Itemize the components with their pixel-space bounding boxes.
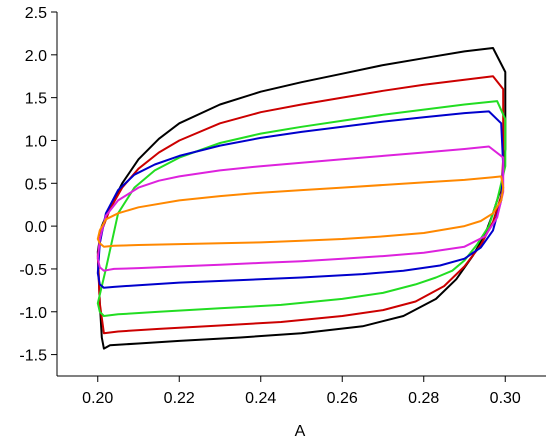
y-tick-label: -1.5 [19, 348, 47, 365]
x-ticks: 0.20 0.22 0.24 0.26 0.28 0.30 [82, 376, 521, 407]
series-line-6 [96, 175, 505, 248]
plot-lines [96, 47, 507, 350]
x-tick-label: 0.20 [82, 390, 113, 407]
x-tick-label: 0.22 [164, 390, 195, 407]
series-line-5 [96, 145, 505, 272]
series-line-2 [96, 75, 505, 335]
x-axis-label: A [295, 423, 306, 440]
y-tick-label: 2.5 [25, 5, 47, 22]
y-tick-label: -0.5 [19, 262, 47, 279]
x-tick-label: 0.26 [327, 390, 358, 407]
y-tick-label: 2.0 [25, 48, 47, 65]
x-tick-label: 0.24 [245, 390, 276, 407]
x-tick-label: 0.28 [408, 390, 439, 407]
y-tick-label: 1.5 [25, 91, 47, 108]
x-tick-label: 0.30 [490, 390, 521, 407]
y-tick-label: 0.5 [25, 176, 47, 193]
series-line-4 [96, 110, 505, 289]
y-tick-label: 0.0 [25, 219, 47, 236]
y-tick-label: 1.0 [25, 133, 47, 150]
y-tick-label: -1.0 [19, 305, 47, 322]
y-ticks: -1.5 -1.0 -0.5 0.0 0.5 1.0 1.5 2.0 2.5 [19, 5, 57, 365]
